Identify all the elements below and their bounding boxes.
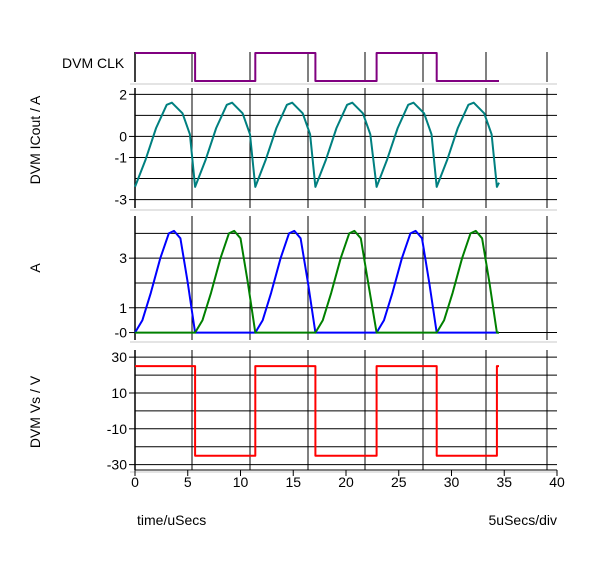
- x-tick-label-5: 25: [391, 474, 407, 490]
- panel-3-ytick-label-1: 10: [111, 385, 127, 401]
- x-tick-label-3: 15: [285, 474, 301, 490]
- panel-2-series-1: [135, 229, 499, 334]
- icout-panel: DVM ICout / A 2 0 -1 -3: [27, 86, 557, 211]
- x-tick-label-0: 0: [131, 474, 139, 490]
- icout-panel-label: DVM ICout / A: [27, 95, 43, 184]
- panel-2-ytick-label-2: -0: [115, 325, 128, 341]
- x-tick-label-4: 20: [338, 474, 354, 490]
- current-panel-label: A: [27, 263, 43, 273]
- vs-panel-label: DVM Vs / V: [27, 375, 43, 448]
- panel-1-ytick-label-3: -3: [115, 192, 128, 208]
- x-axis-label: time/uSecs: [137, 512, 206, 528]
- current-panel: A 3 1 -0: [27, 216, 557, 343]
- clk-panel-label: DVM CLK: [62, 55, 125, 71]
- panel-2-series-0: [134, 229, 499, 334]
- x-tick-label-8: 40: [549, 474, 565, 490]
- x-axis-scale-label: 5uSecs/div: [489, 512, 557, 528]
- panel-1-ytick-label-2: -1: [115, 149, 128, 165]
- panel-3-series-0: [135, 365, 499, 457]
- x-tick-label-2: 10: [233, 474, 249, 490]
- panel-3-ytick-label-2: -10: [107, 421, 127, 437]
- x-tick-label-6: 30: [444, 474, 460, 490]
- panel-2-ytick-label-1: 1: [119, 300, 127, 316]
- x-tick-label-7: 35: [496, 474, 512, 490]
- panel-3-ytick-label-0: 30: [111, 349, 127, 365]
- panel-1-ytick-label-0: 2: [119, 86, 127, 102]
- x-tick-label-1: 5: [184, 474, 192, 490]
- time-axis: 0 5 10 15 20 25 30 35 40 time/uSecs 5uSecs/div: [131, 469, 565, 528]
- panel-0-series-0: [135, 52, 499, 82]
- clk-panel: DVM CLK: [62, 52, 557, 85]
- vs-panel: DVM Vs / V 30 10 -10 -30: [27, 349, 557, 473]
- panel-3-ytick-label-3: -30: [107, 457, 127, 473]
- panel-1-ytick-label-1: 0: [119, 128, 127, 144]
- panel-2-ytick-label-0: 3: [119, 250, 127, 266]
- panel-1-series-0: [134, 101, 500, 188]
